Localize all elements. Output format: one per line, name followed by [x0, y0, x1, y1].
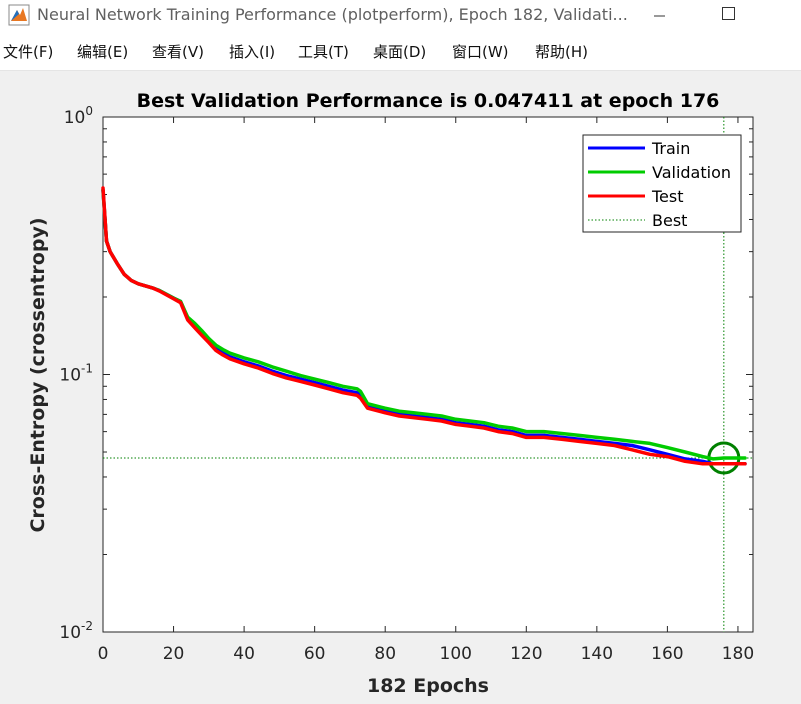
x-tick-label: 160 [651, 644, 683, 664]
series-lines [101, 186, 747, 466]
window-title: Neural Network Training Performance (plo… [37, 5, 628, 24]
y-tick-label: 10-2 [59, 619, 93, 643]
x-tick-label: 40 [233, 644, 255, 664]
maximize-button[interactable] [705, 0, 751, 32]
x-tick-label: 20 [163, 644, 185, 664]
legend: Train Validation Test Best [582, 134, 742, 233]
legend-test-label: Test [651, 187, 684, 206]
chart-title: Best Validation Performance is 0.047411 … [137, 90, 720, 112]
menu-insert[interactable]: 插入(I) [229, 43, 276, 61]
legend-best-label: Best [652, 211, 687, 230]
x-tick-label: 180 [722, 644, 754, 664]
x-tick-label: 60 [304, 644, 326, 664]
x-tick-label: 120 [510, 644, 542, 664]
title-bar: Neural Network Training Performance (plo… [0, 0, 801, 32]
x-tick-label: 100 [440, 644, 472, 664]
figure-canvas: Best Validation Performance is 0.047411 … [0, 71, 801, 700]
minimize-icon [654, 15, 665, 17]
x-axis-label: 182 Epochs [367, 675, 489, 697]
tick-labels: 0 20 40 60 80 100 120 140 160 180 100 10-1 10-2 [59, 104, 754, 664]
minimize-button[interactable] [636, 0, 682, 32]
performance-chart[interactable]: Best Validation Performance is 0.047411 … [0, 71, 801, 700]
menu-desktop[interactable]: 桌面(D) [373, 43, 427, 61]
maximize-icon [722, 7, 735, 20]
x-tick-label: 140 [581, 644, 613, 664]
menu-edit[interactable]: 编辑(E) [77, 43, 129, 61]
menu-bar: 文件(F) 编辑(E) 查看(V) 插入(I) 工具(T) 桌面(D) 窗口(W… [0, 32, 801, 71]
y-tick-label: 10-1 [59, 362, 93, 386]
legend-train-label: Train [651, 139, 690, 158]
legend-box [582, 134, 742, 233]
menu-window[interactable]: 窗口(W) [452, 43, 509, 61]
y-tick-label: 100 [64, 104, 93, 128]
series-line-test [101, 186, 747, 466]
menu-help[interactable]: 帮助(H) [535, 43, 588, 61]
y-axis-label: Cross-Entropy (crossentropy) [27, 217, 49, 532]
menu-file[interactable]: 文件(F) [3, 43, 54, 61]
menu-tools[interactable]: 工具(T) [298, 43, 349, 61]
matlab-icon [8, 4, 30, 26]
x-tick-label: 80 [374, 644, 396, 664]
menu-view[interactable]: 查看(V) [152, 43, 204, 61]
x-tick-label: 0 [98, 644, 109, 664]
legend-validation-label: Validation [652, 163, 731, 182]
